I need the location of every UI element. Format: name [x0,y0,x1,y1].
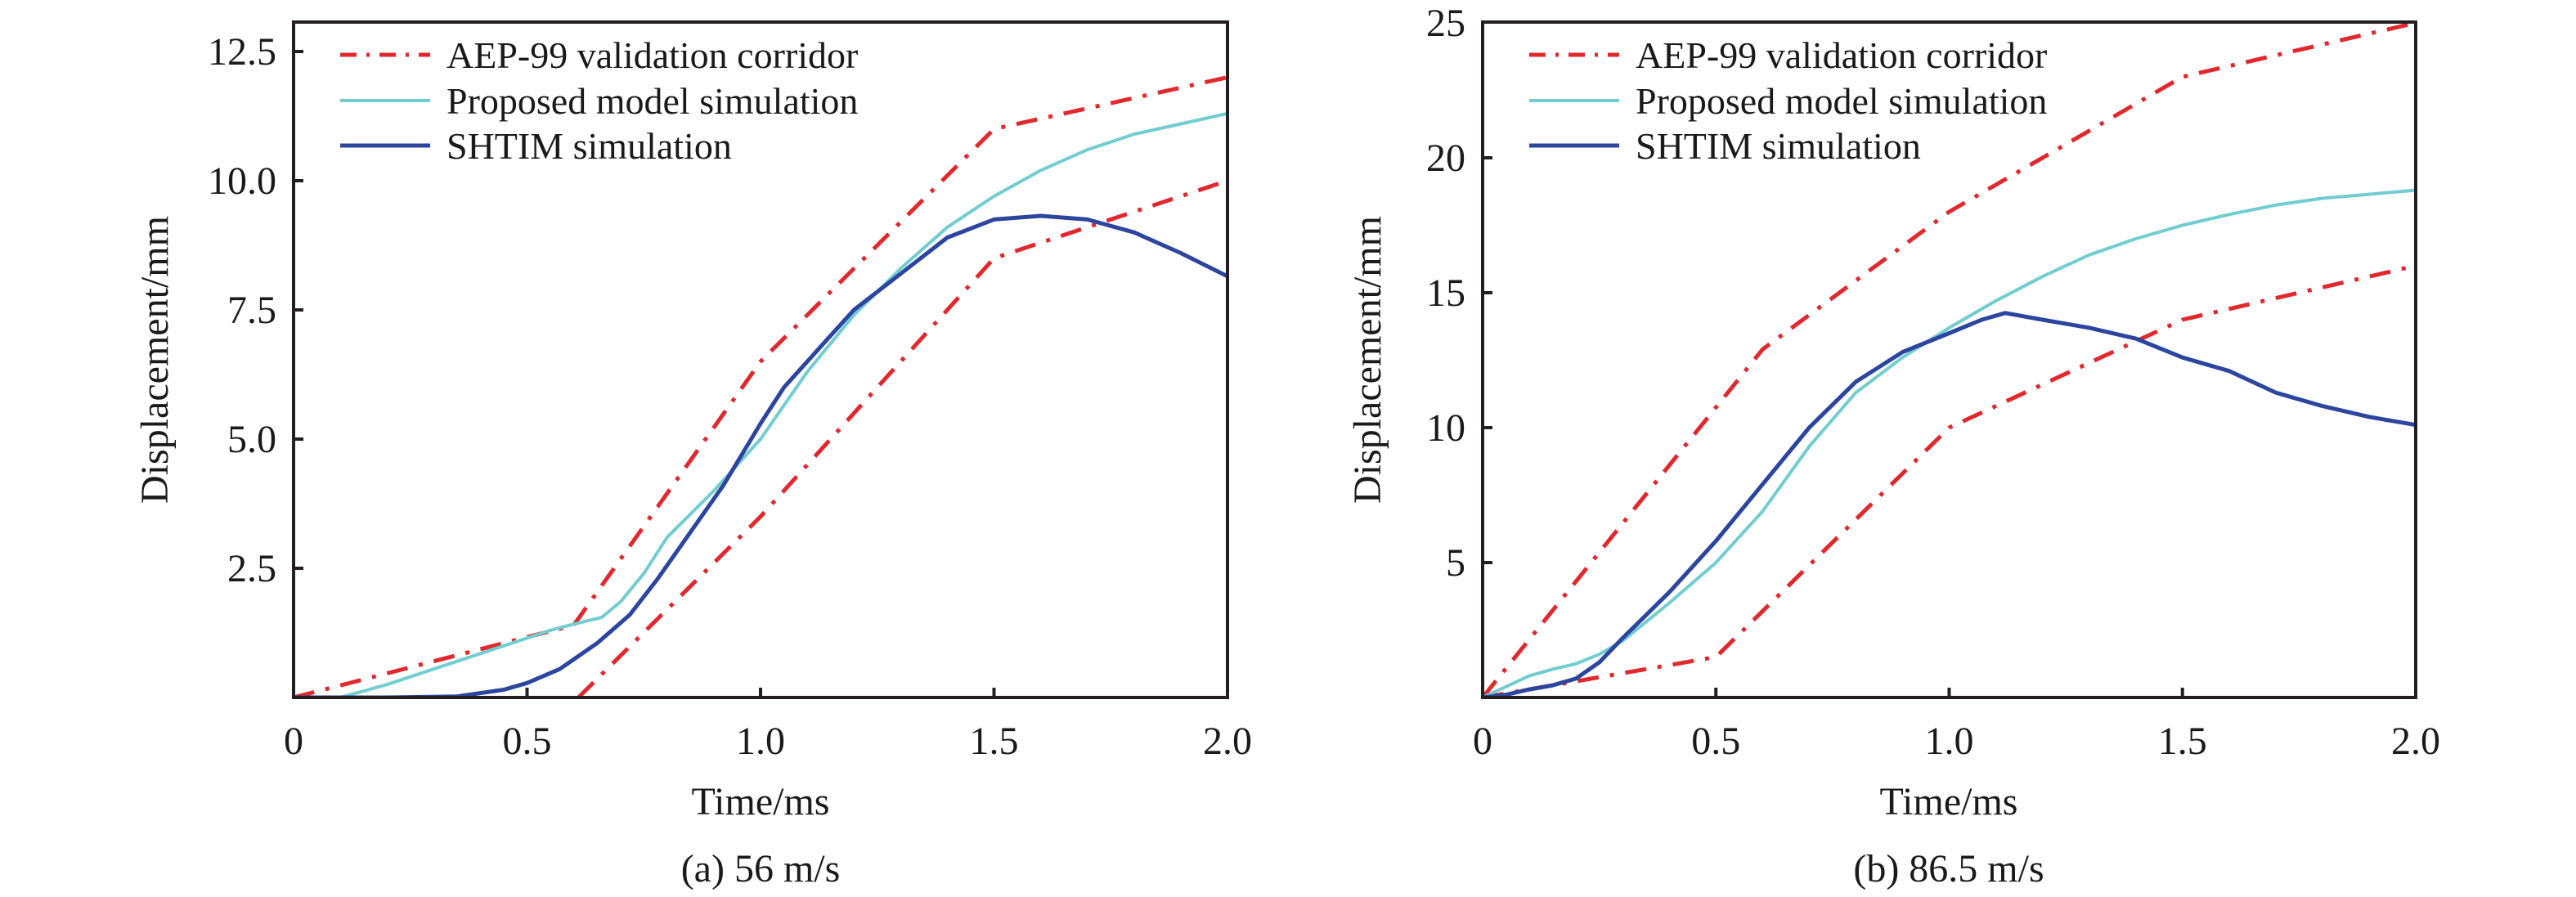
y-tick-label: 5 [1446,541,1465,585]
y-tick-label: 25 [1426,2,1465,45]
x-tick-label: 1.5 [2158,720,2207,763]
x-tick-label: 2.0 [2391,720,2440,763]
series-line-shtim-3 [1483,311,2416,697]
y-axis-label: Displacement/mm [133,216,177,504]
x-tick-label: 1.0 [1925,720,1974,763]
x-axis-label: Time/ms [692,780,830,823]
series-line-corridor-0 [294,75,1227,697]
series-line-proposed-2 [1483,188,2416,697]
y-tick-label: 2.5 [227,547,276,590]
plot-frame [1481,20,2417,699]
y-tick-label: 20 [1426,137,1465,180]
panel-caption: (b) 86.5 m/s [1853,847,2044,890]
legend-label: AEP-99 validation corridor [447,34,858,76]
series-line-shtim-3 [294,213,1227,697]
ticks-layer: 0 0.5 1.0 1.5 2.0 2.5 5.0 7.5 10.0 12.5 [208,30,1252,763]
y-tick-label: 7.5 [227,289,276,332]
ticks-layer: 0 0.5 1.0 1.5 2.0 5 10 15 20 25 [1426,2,2440,763]
legend-item-shtim: SHTIM simulation [340,125,732,167]
x-tick-label: 0.5 [1691,720,1740,763]
legend-item-shtim: SHTIM simulation [1529,125,1921,167]
x-tick-label: 2.0 [1203,720,1252,763]
panel-b: 0 0.5 1.0 1.5 2.0 5 10 15 20 25 AEP-99 validation… [1346,2,2440,890]
series-layer [1483,22,2416,697]
legend-label: SHTIM simulation [447,125,732,167]
series-line-corridor-0 [1483,22,2416,697]
series-layer [294,75,1227,697]
legend-label: Proposed model simulation [447,80,858,122]
series-line-corridor-1 [1483,263,2416,697]
series-line-corridor-1 [577,178,1227,697]
legend-label: SHTIM simulation [1636,125,1921,167]
legend-item-proposed: Proposed model simulation [1529,80,2047,122]
y-tick-label: 12.5 [208,30,276,74]
x-tick-label: 1.5 [970,720,1019,763]
y-axis-label: Displacement/mm [1346,216,1389,504]
y-tick-label: 5.0 [227,418,276,461]
y-tick-label: 10.0 [208,159,276,203]
panel-a: 0 0.5 1.0 1.5 2.0 2.5 5.0 7.5 10.0 12.5 AEP-99 va… [133,20,1252,890]
x-axis-label: Time/ms [1880,780,2018,823]
legend-item-proposed: Proposed model simulation [340,80,858,122]
legend-label: Proposed model simulation [1636,80,2047,122]
legend-item-corridor: AEP-99 validation corridor [340,34,858,76]
x-tick-label: 0.5 [503,720,552,763]
x-tick-label: 1.0 [736,720,785,763]
x-tick-label: 0 [284,720,303,763]
x-tick-label: 0 [1473,720,1492,763]
y-tick-label: 15 [1426,271,1465,315]
legend-label: AEP-99 validation corridor [1636,34,2047,76]
panel-caption: (a) 56 m/s [681,847,841,890]
y-tick-label: 10 [1426,406,1465,450]
legend-item-corridor: AEP-99 validation corridor [1529,34,2047,76]
series-line-proposed-2 [294,111,1227,697]
